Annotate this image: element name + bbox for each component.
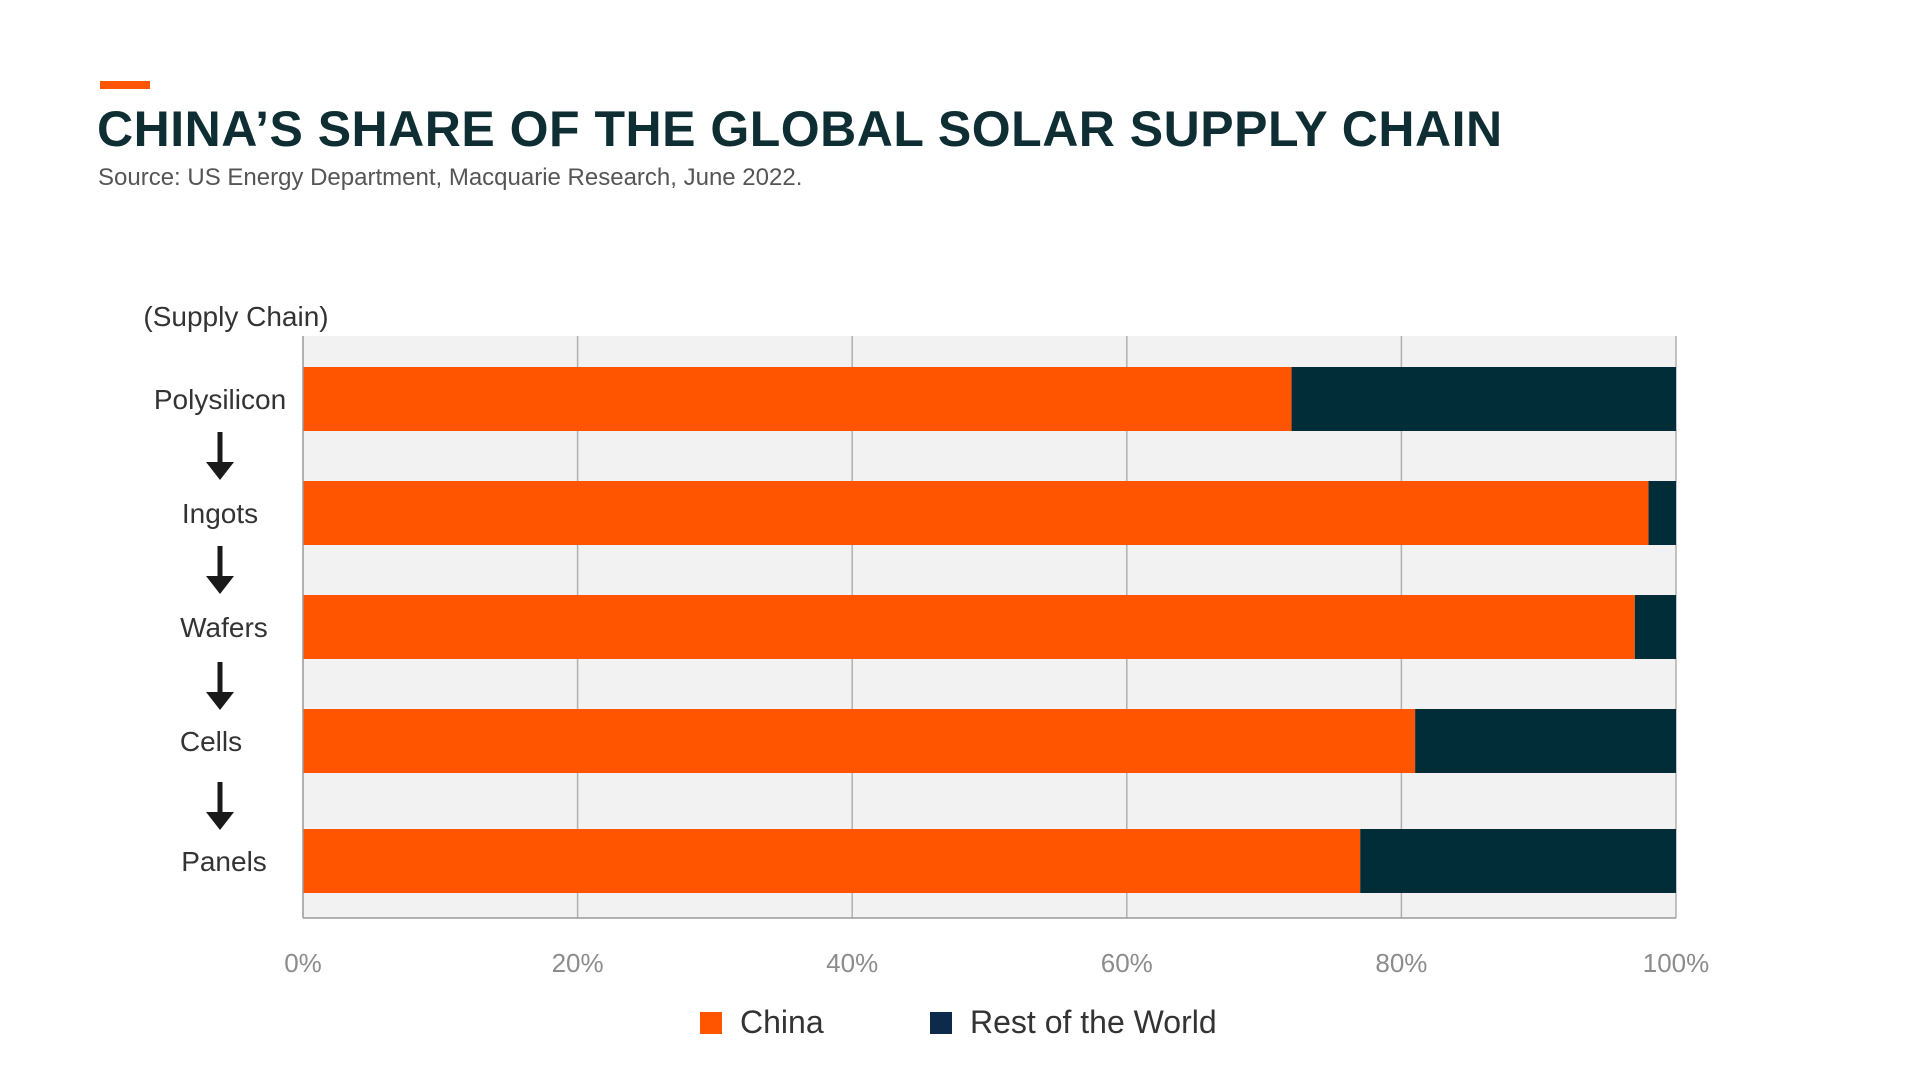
legend-label-rest-of-world: Rest of the World <box>970 1004 1217 1040</box>
bar-ingots-rest-of-the-world <box>1648 481 1676 545</box>
category-label-polysilicon: Polysilicon <box>154 384 286 415</box>
chart-source: Source: US Energy Department, Macquarie … <box>98 164 803 191</box>
category-label-cells: Cells <box>180 726 242 757</box>
title-accent-bar <box>100 81 150 89</box>
category-label-ingots: Ingots <box>182 498 258 529</box>
y-axis-title: (Supply Chain) <box>143 301 328 332</box>
bar-cells-china <box>303 709 1416 773</box>
x-tick-label-80: 80% <box>1375 948 1427 978</box>
legend-swatch-rest-of-world <box>930 1011 952 1034</box>
bar-ingots-china <box>303 481 1649 545</box>
down-arrow-icon <box>206 662 234 710</box>
bar-cells-rest-of-the-world <box>1415 709 1676 773</box>
x-tick-label-40: 40% <box>826 948 878 978</box>
down-arrow-icon <box>206 782 234 830</box>
category-label-panels: Panels <box>181 846 267 877</box>
chart-title: CHINA’S SHARE OF THE GLOBAL SOLAR SUPPLY… <box>97 101 1503 157</box>
bar-polysilicon-rest-of-the-world <box>1291 367 1676 431</box>
bar-wafers-rest-of-the-world <box>1634 595 1676 659</box>
x-tick-label-60: 60% <box>1101 948 1153 978</box>
bar-polysilicon-china <box>303 367 1292 431</box>
bar-panels-china <box>303 829 1361 893</box>
legend-swatch-china <box>700 1011 722 1034</box>
legend-item-rest-of-world: Rest of the World <box>930 1004 1217 1041</box>
x-tick-label-20: 20% <box>552 948 604 978</box>
category-label-wafers: Wafers <box>180 612 268 643</box>
down-arrow-icon <box>206 432 234 480</box>
down-arrow-icon <box>206 546 234 594</box>
x-tick-label-0: 0% <box>284 948 322 978</box>
legend-label-china: China <box>740 1004 824 1040</box>
legend-item-china: China <box>700 1004 824 1041</box>
x-tick-label-100: 100% <box>1643 948 1710 978</box>
legend: China Rest of the World <box>0 1004 1920 1044</box>
bar-wafers-china <box>303 595 1635 659</box>
bar-panels-rest-of-the-world <box>1360 829 1676 893</box>
